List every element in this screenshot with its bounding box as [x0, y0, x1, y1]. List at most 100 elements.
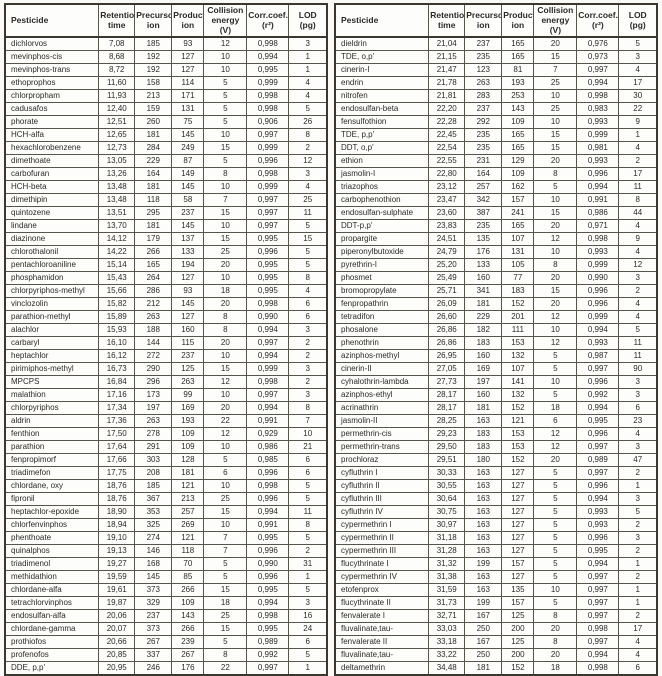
table-cell: 7: [203, 531, 248, 546]
table-cell: 235: [464, 50, 503, 65]
table-row: aldrin 17,36 263 193 22 0,991 7: [4, 414, 328, 429]
table-cell: 1: [288, 570, 328, 585]
pesticide-name-cell: cadusafos: [4, 102, 100, 117]
table-cell: 77: [501, 271, 535, 286]
table-cell: 15: [533, 50, 578, 65]
table-cell: 20,07: [98, 622, 136, 637]
table-cell: 7: [203, 193, 248, 208]
pesticide-name-cell: dichlorvos: [4, 36, 100, 52]
table-row: endrin 21,78 263 193 25 0,994 17: [334, 76, 658, 91]
table-cell: 12: [203, 36, 248, 52]
table-cell: 163: [464, 518, 503, 533]
table-cell: 22: [203, 661, 248, 676]
table-row: HCH-alfa 12,65 181 145 10 0,997 8: [4, 128, 328, 143]
table-row: methidathion 19,59 145 85 5 0,996 1: [4, 570, 328, 585]
pesticide-name-cell: lindane: [4, 219, 100, 234]
table-cell: 19,27: [98, 557, 136, 572]
table-cell: 18: [203, 284, 248, 299]
table-row: cinerin-I 21,47 123 81 7 0,997 4: [334, 63, 658, 78]
table-cell: 127: [171, 310, 205, 325]
table-cell: 143: [501, 102, 535, 117]
table-cell: 1: [618, 128, 658, 143]
table-row: dimethoate 13,05 229 87 5 0,996 12: [4, 154, 328, 169]
table-cell: 4: [288, 284, 328, 299]
pesticide-name-cell: endosulfan-sulphate: [334, 206, 430, 221]
table-cell: 0,986: [246, 440, 290, 455]
table-row: fluvalinate,tau- 33,22 250 200 20 0,994 4: [334, 648, 658, 663]
table-cell: 0,999: [246, 180, 290, 195]
table-cell: 20: [533, 297, 578, 312]
table-cell: 165: [501, 141, 535, 156]
table-cell: 8: [203, 167, 248, 182]
table-cell: 0,994: [246, 596, 290, 611]
pesticide-name-cell: phorate: [4, 115, 100, 130]
table-cell: 181: [464, 401, 503, 416]
table-cell: 0,994: [576, 180, 620, 195]
table-cell: 127: [501, 479, 535, 494]
table-cell: 8,72: [98, 63, 136, 78]
pesticide-name-cell: dimethipin: [4, 193, 100, 208]
table-cell: 12: [533, 232, 578, 247]
table-row: parathion 17,64 291 109 10 0,986 21: [4, 440, 328, 455]
table-row: phorate 12,51 260 75 5 0,906 26: [4, 115, 328, 130]
table-cell: 21,04: [428, 36, 466, 52]
table-cell: 30,55: [428, 479, 466, 494]
table-cell: 6: [533, 414, 578, 429]
table-cell: 13,51: [98, 206, 136, 221]
table-cell: 21,81: [428, 89, 466, 104]
table-cell: 5: [203, 102, 248, 117]
table-cell: 10: [288, 427, 328, 442]
table-cell: 23,47: [428, 193, 466, 208]
table-cell: 15,14: [98, 258, 136, 273]
table-cell: 125: [501, 635, 535, 650]
table-cell: 15,82: [98, 297, 136, 312]
table-cell: 303: [134, 453, 173, 468]
table-cell: 8: [288, 401, 328, 416]
table-row: piperonylbutoxide 24,79 176 131 10 0,993 4: [334, 245, 658, 260]
table-cell: 30,97: [428, 518, 466, 533]
table-cell: 13,70: [98, 219, 136, 234]
table-cell: 15: [533, 284, 578, 299]
table-cell: 109: [171, 440, 205, 455]
table-cell: 0,991: [246, 414, 290, 429]
table-cell: 2: [618, 570, 658, 585]
table-cell: 15,93: [98, 323, 136, 338]
table-cell: 15: [203, 622, 248, 637]
table-cell: 5: [533, 557, 578, 572]
table-cell: 10: [203, 388, 248, 403]
table-cell: 5: [618, 505, 658, 520]
table-cell: 1: [288, 661, 328, 676]
table-cell: 0,985: [246, 453, 290, 468]
table-cell: 22,28: [428, 115, 466, 130]
table-cell: 4: [618, 310, 658, 325]
pesticide-name-cell: cypermethrin III: [334, 544, 430, 559]
table-row: dieldrin 21,04 237 165 20 0,976 5: [334, 36, 658, 52]
table-cell: 0,997: [576, 596, 620, 611]
table-cell: 0,997: [576, 635, 620, 650]
table-cell: 5: [533, 388, 578, 403]
table-cell: 15: [203, 206, 248, 221]
table-cell: 5: [618, 323, 658, 338]
table-cell: 3: [288, 388, 328, 403]
table-cell: 25: [203, 245, 248, 260]
table-cell: 153: [501, 440, 535, 455]
pesticide-name-cell: cyhalothrin-lambda: [334, 375, 430, 390]
pesticide-name-cell: parathion-methyl: [4, 310, 100, 325]
table-cell: 5: [533, 466, 578, 481]
table-cell: 17,16: [98, 388, 136, 403]
table-cell: 30,33: [428, 466, 466, 481]
table-row: jasmolin-I 22,80 164 109 8 0,996 17: [334, 167, 658, 182]
table-cell: 105: [501, 258, 535, 273]
table-row: diazinone 14,12 179 137 15 0,995 15: [4, 232, 328, 247]
header-row: PesticideRetention timePrecursor ionProd…: [334, 3, 658, 39]
table-cell: 8: [203, 648, 248, 663]
table-cell: 0,994: [576, 648, 620, 663]
table-cell: 7,08: [98, 36, 136, 52]
pesticide-name-cell: fenpropimorf: [4, 453, 100, 468]
table-cell: 5: [288, 219, 328, 234]
table-cell: 1: [618, 583, 658, 598]
table-row: azinphos-ethyl 28,17 160 132 5 0,992 3: [334, 388, 658, 403]
table-cell: 239: [171, 635, 205, 650]
table-cell: 9: [618, 115, 658, 130]
table-cell: 47: [618, 453, 658, 468]
